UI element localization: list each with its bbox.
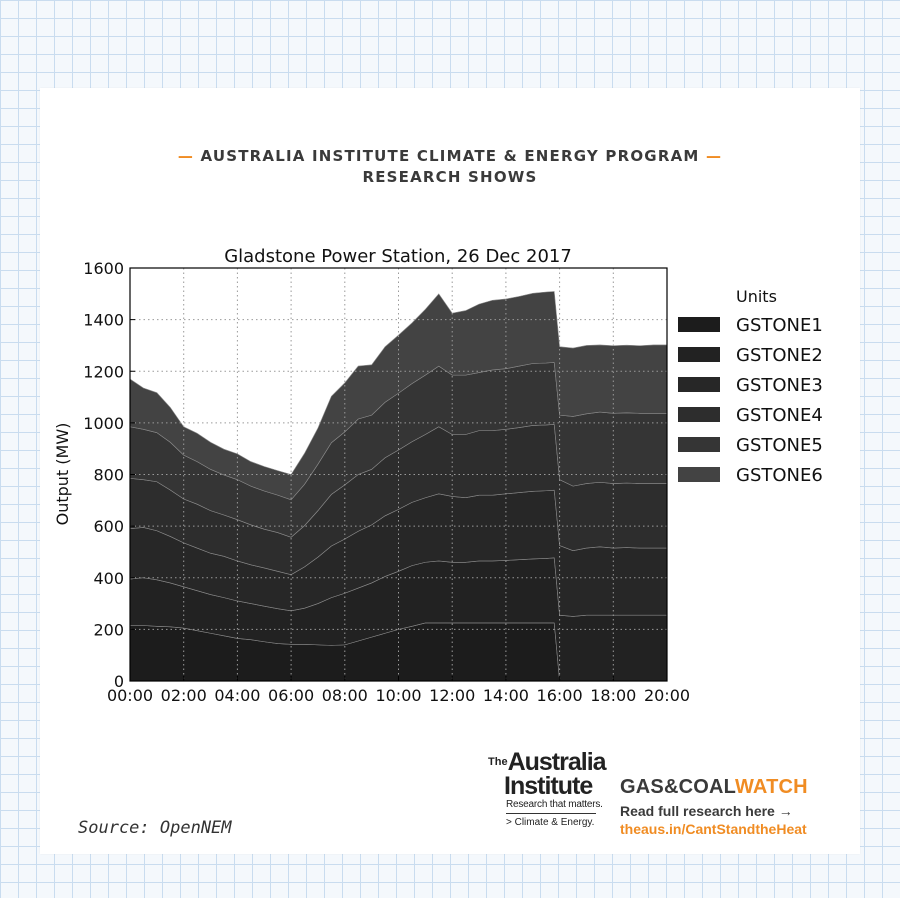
y-axis-label: Output (MW) [53,423,72,526]
y-axis-ticks: 0 200 400 600 800 1000 1200 1400 1600 [83,259,135,691]
x-tick-label: 02:00 [161,686,207,705]
y-tick-label: 1000 [83,414,124,433]
x-tick-label: 00:00 [107,686,153,705]
legend-swatch-gstone6 [678,467,720,482]
legend-label-gstone3: GSTONE3 [736,375,823,396]
header-dash-left: — [177,147,195,165]
logo-australia: Australia [507,748,607,776]
y-tick-label: 600 [93,517,124,536]
grid-lines [130,268,667,681]
research-link[interactable]: theaus.in/CantStandtheHeat [620,821,807,837]
header-line-1: — AUSTRALIA INSTITUTE CLIMATE & ENERGY P… [40,146,860,167]
read-research-text: Read full research here → [620,803,793,819]
logo-institute: Institute [504,772,593,800]
gcw-gas-coal: GAS&COAL [620,776,735,798]
y-tick-label: 400 [93,569,124,588]
legend-label-gstone4: GSTONE4 [736,405,823,426]
x-tick-label: 18:00 [590,686,636,705]
legend-label-gstone6: GSTONE6 [736,465,823,486]
source-note: Source: OpenNEM [78,818,232,838]
header-dash-right: — [705,147,723,165]
x-tick-label: 14:00 [483,686,529,705]
legend-swatch-gstone4 [678,407,720,422]
legend-label-gstone1: GSTONE1 [736,315,823,336]
stacked-area-chart: Gladstone Power Station, 26 Dec 2017 0 20… [53,246,823,705]
legend-label-gstone2: GSTONE2 [736,345,823,366]
gcw-watch: WATCH [734,776,808,798]
header-line-2: RESEARCH SHOWS [362,168,538,186]
legend: Units GSTONE1 GSTONE2 GSTONE3 GSTONE4 GSTONE… [678,287,823,486]
x-tick-label: 20:00 [644,686,690,705]
gcw-logo: GAS&COALWATCH [620,776,808,798]
legend-swatch-gstone5 [678,437,720,452]
x-tick-label: 16:00 [537,686,583,705]
y-tick-label: 1200 [83,362,124,381]
x-tick-label: 10:00 [375,686,421,705]
y-tick-label: 200 [93,620,124,639]
gas-coal-watch-block: GAS&COALWATCH Read full research here → … [620,776,808,838]
australia-institute-logo: TheAustralia Institute Research that mat… [488,750,608,829]
x-tick-label: 08:00 [322,686,368,705]
legend-swatch-gstone2 [678,347,720,362]
header-program-text: AUSTRALIA INSTITUTE CLIMATE & ENERGY PRO… [200,147,700,165]
content-card: — AUSTRALIA INSTITUTE CLIMATE & ENERGY P… [40,88,860,854]
legend-swatch-gstone1 [678,317,720,332]
logo-line-1: TheAustralia [488,748,608,776]
y-tick-label: 1400 [83,311,124,330]
y-tick-label: 800 [93,466,124,485]
legend-title: Units [736,287,777,306]
chart-title: Gladstone Power Station, 26 Dec 2017 [224,246,572,267]
legend-label-gstone5: GSTONE5 [736,435,823,456]
logo-the: The [488,756,508,768]
x-tick-label: 06:00 [268,686,314,705]
logo-divider [506,813,596,814]
series-areas [129,291,668,682]
logo-tagline: Research that matters. [506,799,603,810]
x-tick-label: 12:00 [429,686,475,705]
y-tick-label: 1600 [83,259,124,278]
program-header: — AUSTRALIA INSTITUTE CLIMATE & ENERGY P… [40,146,860,188]
x-axis-ticks: 00:00 02:00 04:00 06:00 08:00 10:00 12:00 14:00… [107,676,690,705]
legend-swatch-gstone3 [678,377,720,392]
y-tick-label: 0 [114,672,124,691]
x-tick-label: 04:00 [214,686,260,705]
logo-sub: > Climate & Energy. [506,817,595,828]
